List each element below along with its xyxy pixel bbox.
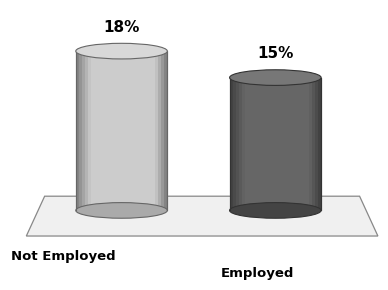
Polygon shape [309,78,312,211]
Polygon shape [82,51,85,211]
Polygon shape [318,78,321,211]
Polygon shape [76,51,167,211]
Polygon shape [158,51,161,211]
Text: Employed: Employed [220,267,294,280]
Polygon shape [76,51,79,211]
Ellipse shape [76,43,167,59]
Text: 15%: 15% [257,46,294,61]
Polygon shape [239,78,242,211]
Polygon shape [230,78,233,211]
Polygon shape [315,78,318,211]
Text: Not Employed: Not Employed [10,250,115,263]
Polygon shape [161,51,164,211]
Polygon shape [79,51,82,211]
Ellipse shape [76,203,167,218]
Ellipse shape [230,70,321,86]
Polygon shape [164,51,167,211]
Polygon shape [155,51,158,211]
Ellipse shape [230,203,321,218]
Polygon shape [233,78,236,211]
Polygon shape [312,78,315,211]
Polygon shape [236,78,239,211]
Polygon shape [230,78,321,211]
Text: 18%: 18% [103,20,140,35]
Polygon shape [85,51,88,211]
Polygon shape [26,196,378,236]
